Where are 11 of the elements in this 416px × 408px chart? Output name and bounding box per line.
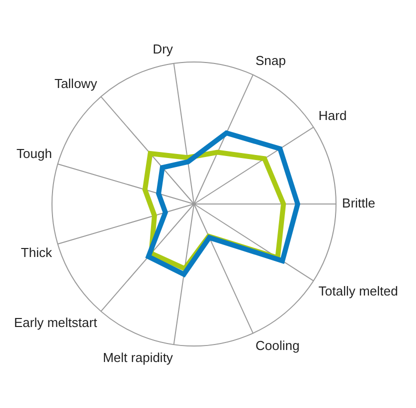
spoke-label: Melt rapidity [102, 350, 174, 365]
spoke-label: Totally melted [318, 283, 398, 298]
spoke-label: Brittle [342, 196, 376, 211]
spoke-label: Early meltstart [14, 315, 98, 330]
spoke-label: Snap [255, 53, 286, 68]
spoke-label: Thick [20, 245, 52, 260]
spoke-label: Cooling [255, 338, 300, 354]
spoke-label: Tough [16, 146, 52, 162]
spoke-label: Hard [318, 108, 347, 123]
spoke-label: Tallowy [54, 76, 98, 91]
spoke-label: Dry [152, 41, 174, 56]
